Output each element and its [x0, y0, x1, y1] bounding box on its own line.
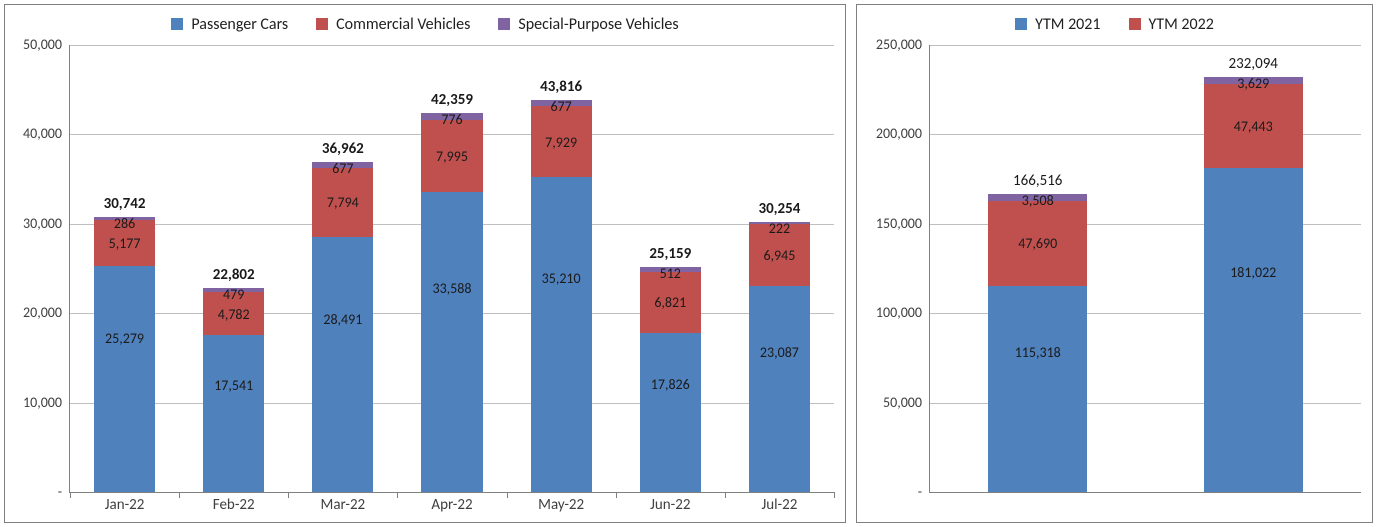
bar-group: 17,541 4,782 479 22,802	[203, 45, 264, 492]
value-label-total: 30,254	[758, 200, 800, 218]
bar-group: 35,210 7,929 677 43,816	[531, 45, 592, 492]
y-tick-label: 150,000	[862, 215, 922, 232]
value-label-total: 43,816	[540, 78, 582, 96]
y-tick-label: -	[862, 483, 922, 500]
bar-group: 17,826 6,821 512 25,159	[640, 45, 701, 492]
ytm-plot-area: -50,000100,000150,000200,000250,000115,3…	[929, 45, 1361, 493]
y-tick-label: -	[10, 483, 62, 500]
value-label-special: 3,508	[1022, 192, 1054, 209]
bar-segment-passenger	[1204, 168, 1303, 492]
y-tick-label: 10,000	[10, 394, 62, 411]
bar-segment-passenger	[988, 286, 1087, 492]
legend-label-special: Special-Purpose Vehicles	[518, 15, 678, 34]
y-tick-label: 30,000	[10, 215, 62, 232]
bar-group: 23,087 6,945 222 30,254	[749, 45, 810, 492]
bar-group: 28,491 7,794 677 36,962	[312, 45, 373, 492]
bar-segment-passenger	[640, 333, 701, 492]
x-tick-label: Mar-22	[288, 496, 397, 514]
monthly-chart-panel: Passenger Cars Commercial Vehicles Speci…	[4, 4, 846, 523]
legend-swatch-special	[498, 18, 510, 30]
value-label-commercial: 7,995	[436, 148, 468, 165]
value-label-total: 166,516	[1013, 172, 1062, 190]
legend-entry-commercial: Commercial Vehicles	[316, 15, 470, 34]
value-label-total: 232,094	[1229, 55, 1278, 73]
value-label-special: 286	[114, 215, 135, 232]
value-label-special: 512	[660, 265, 681, 282]
value-label-special: 3,629	[1237, 75, 1269, 92]
bar-group: 33,588 7,995 776 42,359	[421, 45, 482, 492]
value-label-total: 22,802	[213, 266, 255, 284]
value-label-passenger: 181,022	[1230, 264, 1276, 281]
value-label-passenger: 28,491	[323, 311, 362, 328]
bar-segment-passenger	[203, 335, 264, 492]
value-label-passenger: 35,210	[542, 270, 581, 287]
x-tick-label: Jul-22	[725, 496, 834, 514]
x-tick-label: Apr-22	[397, 496, 506, 514]
value-label-commercial: 6,821	[654, 294, 686, 311]
value-label-special: 479	[223, 286, 244, 303]
x-tick-label: May-22	[507, 496, 616, 514]
value-label-total: 36,962	[322, 140, 364, 158]
bar-segment-passenger	[312, 237, 373, 492]
value-label-commercial: 4,782	[218, 306, 250, 323]
legend-entry-passenger: Passenger Cars	[171, 15, 288, 34]
x-tick-label: Feb-22	[179, 496, 288, 514]
bar-group: 181,022 47,443 3,629 232,094	[1204, 45, 1303, 492]
y-tick-label: 50,000	[10, 36, 62, 53]
legend-swatch-commercial	[316, 18, 328, 30]
y-tick-label: 50,000	[862, 394, 922, 411]
value-label-commercial: 7,794	[327, 194, 359, 211]
bar-segment-passenger	[421, 192, 482, 492]
value-label-passenger: 17,826	[651, 376, 690, 393]
value-label-special: 677	[332, 160, 353, 177]
legend-swatch-ytm2021	[1015, 18, 1027, 30]
value-label-passenger: 25,279	[105, 330, 144, 347]
bar-group: 25,279 5,177 286 30,742	[94, 45, 155, 492]
value-label-commercial: 7,929	[545, 134, 577, 151]
y-tick-label: 100,000	[862, 304, 922, 321]
value-label-special: 776	[441, 111, 462, 128]
legend-label-commercial: Commercial Vehicles	[336, 15, 470, 34]
bar-segment-passenger	[94, 266, 155, 492]
value-label-commercial: 5,177	[109, 235, 141, 252]
y-tick-label: 40,000	[10, 125, 62, 142]
legend-label-passenger: Passenger Cars	[191, 15, 288, 34]
legend-entry-special: Special-Purpose Vehicles	[498, 15, 678, 34]
legend-swatch-passenger	[171, 18, 183, 30]
legend-swatch-ytm2022	[1129, 18, 1141, 30]
value-label-commercial: 47,690	[1018, 235, 1057, 252]
bar-segment-passenger	[531, 177, 592, 492]
ytm-legend: YTM 2021 YTM 2022	[857, 11, 1372, 37]
value-label-total: 30,742	[104, 195, 146, 213]
value-label-passenger: 17,541	[214, 377, 253, 394]
x-tick-label: Jun-22	[616, 496, 725, 514]
legend-entry-ytm2021: YTM 2021	[1015, 15, 1100, 34]
monthly-plot-area: -10,00020,00030,00040,00050,00025,2795,1…	[69, 45, 834, 493]
legend-entry-ytm2022: YTM 2022	[1129, 15, 1214, 34]
y-tick-label: 20,000	[10, 304, 62, 321]
value-label-commercial: 47,443	[1234, 118, 1273, 135]
bar-group: 115,318 47,690 3,508 166,516	[988, 45, 1087, 492]
ytm-chart-panel: YTM 2021 YTM 2022 -50,000100,000150,0002…	[856, 4, 1373, 523]
legend-label-ytm2022: YTM 2022	[1149, 15, 1214, 34]
value-label-commercial: 6,945	[763, 247, 795, 264]
value-label-special: 677	[550, 98, 571, 115]
y-tick-label: 200,000	[862, 125, 922, 142]
x-tick-mark	[834, 492, 835, 498]
value-label-passenger: 23,087	[760, 344, 799, 361]
value-label-passenger: 115,318	[1015, 344, 1061, 361]
value-label-passenger: 33,588	[432, 280, 471, 297]
bar-segment-passenger	[749, 286, 810, 492]
value-label-total: 25,159	[649, 245, 691, 263]
value-label-special: 222	[769, 220, 790, 237]
x-tick-label: Jan-22	[70, 496, 179, 514]
monthly-legend: Passenger Cars Commercial Vehicles Speci…	[5, 11, 845, 37]
legend-label-ytm2021: YTM 2021	[1035, 15, 1100, 34]
y-tick-label: 250,000	[862, 36, 922, 53]
value-label-total: 42,359	[431, 91, 473, 109]
